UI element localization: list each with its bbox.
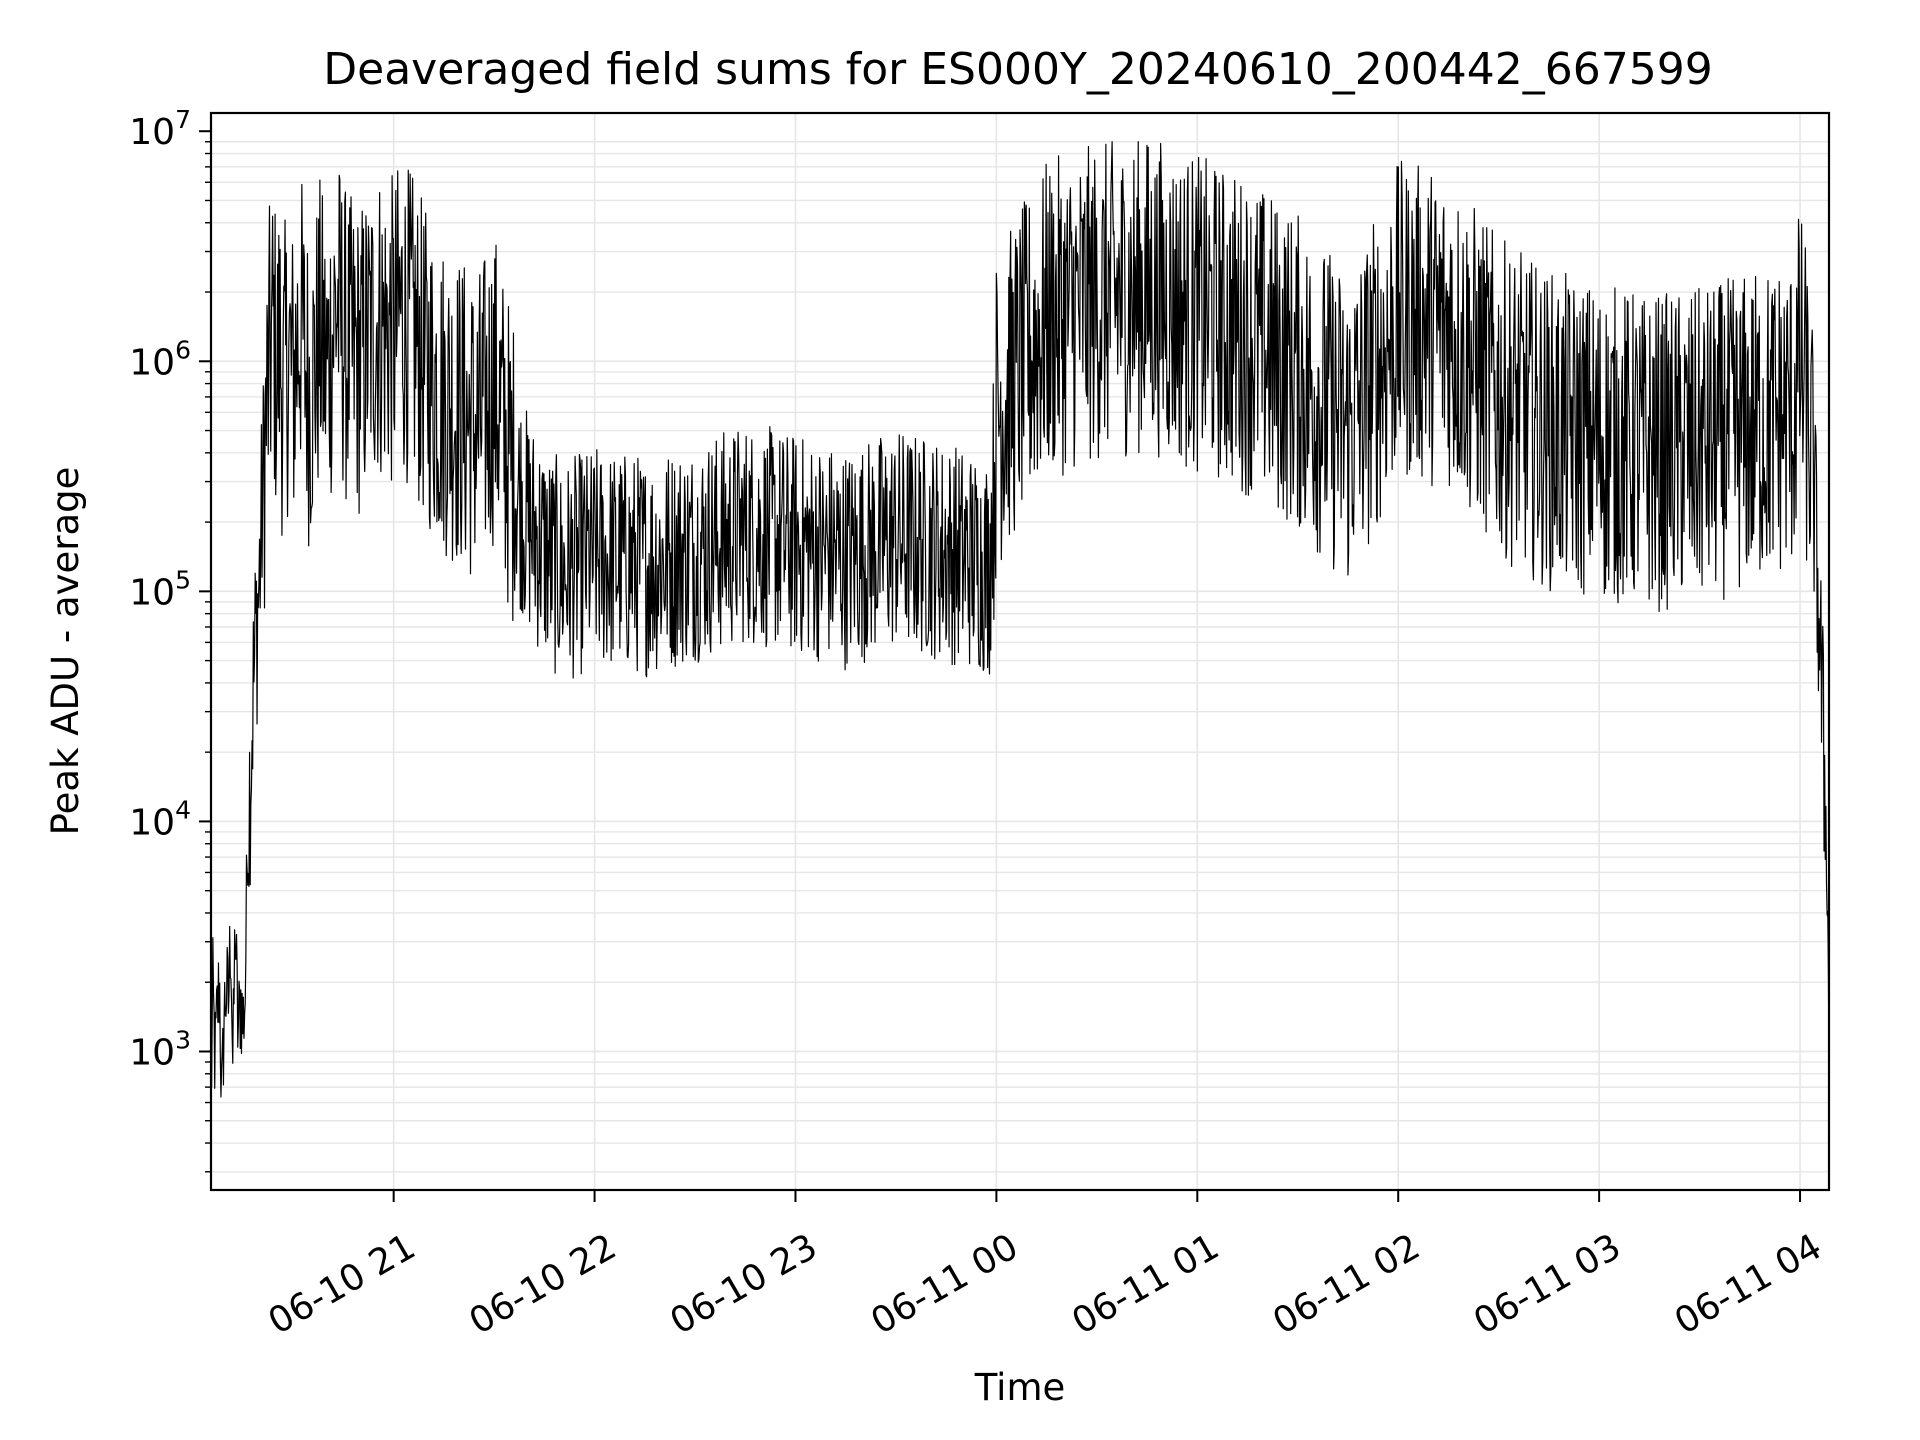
y-tick-label: 106 <box>129 335 191 383</box>
series-line <box>210 141 1830 1098</box>
series-group <box>210 141 1830 1098</box>
plot-frame <box>209 111 1831 1192</box>
y-tick-label: 104 <box>129 795 191 843</box>
y-tick-label: 103 <box>129 1025 191 1073</box>
y-axis: 103 104 105 106 107 <box>129 105 211 1173</box>
y-tick-label: 105 <box>129 565 191 613</box>
chart-title: Deaveraged field sums for ES000Y_2024061… <box>323 44 1712 95</box>
y-tick-label: 107 <box>129 105 191 153</box>
y-axis-label: Peak ADU - average <box>44 467 87 836</box>
x-axis-label: Time <box>974 1366 1066 1409</box>
grid-lines <box>211 113 1829 1190</box>
